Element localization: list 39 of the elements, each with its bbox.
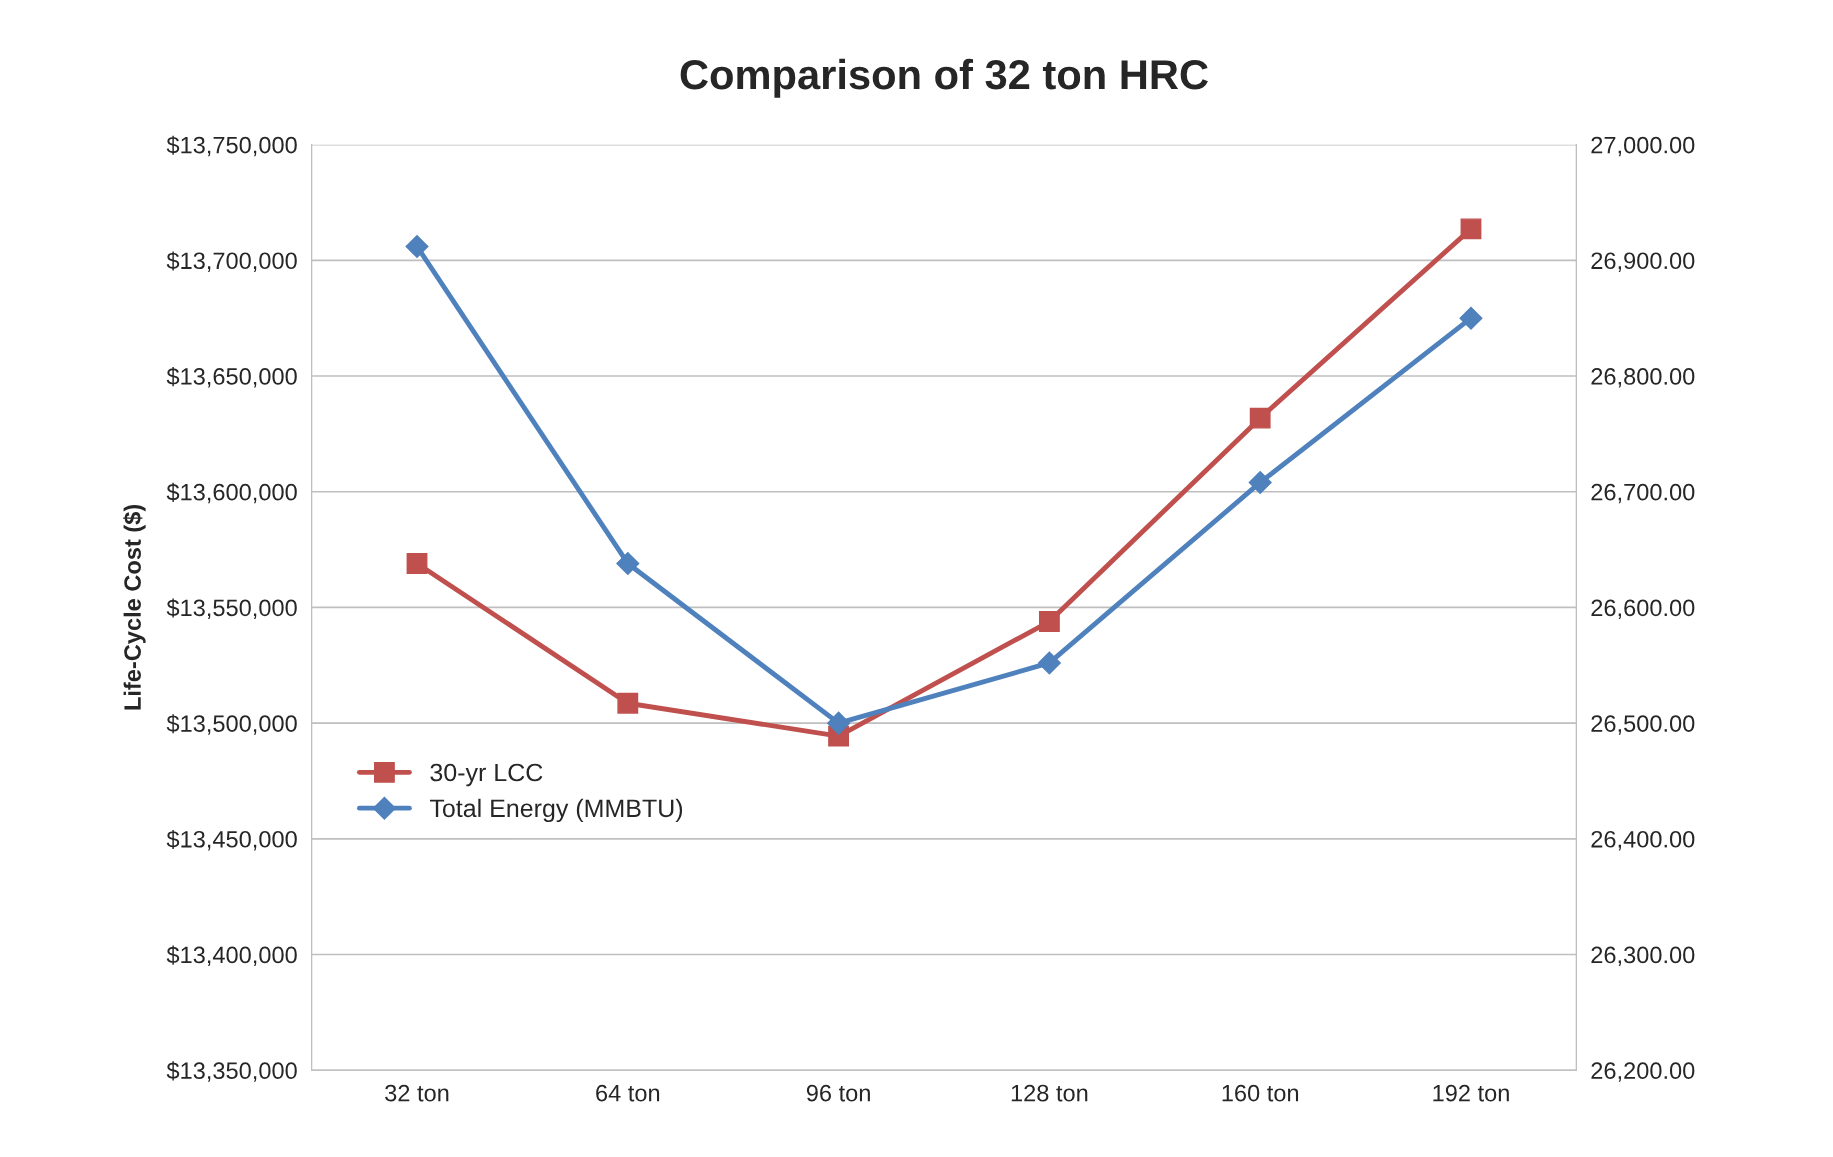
legend-label: Total Energy (MMBTU) — [429, 798, 683, 823]
y-tick-label: $13,650,000 — [166, 367, 297, 388]
y-tick-label: $13,550,000 — [166, 598, 297, 619]
y2-tick-label: 26,700.00 — [1591, 483, 1695, 504]
x-tick-label: 160 ton — [1222, 1084, 1299, 1102]
y-axis-title: Life-Cycle Cost ($) — [123, 504, 146, 710]
point — [617, 692, 639, 714]
y2-tick-label: 26,600.00 — [1591, 599, 1695, 619]
y-tick-label: $13,500,000 — [166, 714, 297, 735]
y-tick-label: $13,350,000 — [166, 1061, 297, 1082]
legend-label: 30-yr LCC — [430, 763, 543, 787]
x-tick-label: 192 ton — [1433, 1084, 1509, 1102]
y2-tick-label: 26,300.00 — [1591, 946, 1695, 967]
y2-tick-label: 26,500.00 — [1591, 715, 1695, 735]
y-tick-label: $13,700,000 — [166, 251, 297, 272]
chart-title: Comparison of 32 ton HRC — [680, 58, 1208, 98]
y2-tick-label: 27,000.00 — [1591, 136, 1695, 157]
y-tick-label: $13,600,000 — [166, 482, 297, 504]
point — [1248, 470, 1272, 494]
x-tick-label: 64 ton — [596, 1084, 660, 1102]
point — [1249, 407, 1271, 429]
point — [1038, 611, 1060, 632]
y-tick-label: $13,400,000 — [166, 945, 297, 967]
point — [1460, 218, 1482, 240]
point — [1037, 651, 1061, 675]
point — [616, 551, 640, 575]
y-tick-label: $13,750,000 — [166, 135, 297, 157]
y-tick-label: $13,450,000 — [166, 829, 297, 851]
y2-tick-label: 26,900.00 — [1591, 252, 1695, 272]
point — [827, 711, 851, 735]
y2-tick-label: 26,800.00 — [1591, 368, 1695, 388]
x-tick-label: 128 ton — [1011, 1084, 1088, 1102]
y2-tick-label: 26,200.00 — [1591, 1062, 1695, 1082]
x-tick-label: 32 ton — [385, 1084, 449, 1102]
point — [1459, 306, 1483, 330]
x-tick-label: 96 ton — [806, 1084, 870, 1102]
point — [405, 234, 429, 258]
y2-tick-label: 26,400.00 — [1591, 830, 1695, 851]
point — [406, 553, 428, 574]
